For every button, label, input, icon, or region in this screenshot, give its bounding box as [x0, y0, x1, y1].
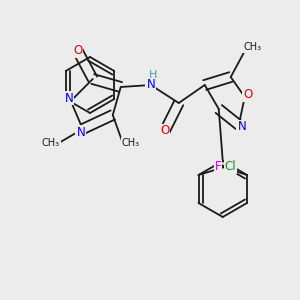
Text: N: N	[76, 125, 85, 139]
Text: N: N	[64, 92, 73, 104]
Text: CH₃: CH₃	[122, 138, 140, 148]
Text: O: O	[73, 44, 83, 58]
Text: CH₃: CH₃	[244, 42, 262, 52]
Text: O: O	[243, 88, 252, 101]
Text: H: H	[148, 70, 157, 80]
Text: N: N	[146, 79, 155, 92]
Text: CH₃: CH₃	[42, 138, 60, 148]
Text: Cl: Cl	[225, 160, 236, 173]
Text: F: F	[215, 160, 221, 173]
Text: N: N	[237, 121, 246, 134]
Text: O: O	[160, 124, 170, 137]
